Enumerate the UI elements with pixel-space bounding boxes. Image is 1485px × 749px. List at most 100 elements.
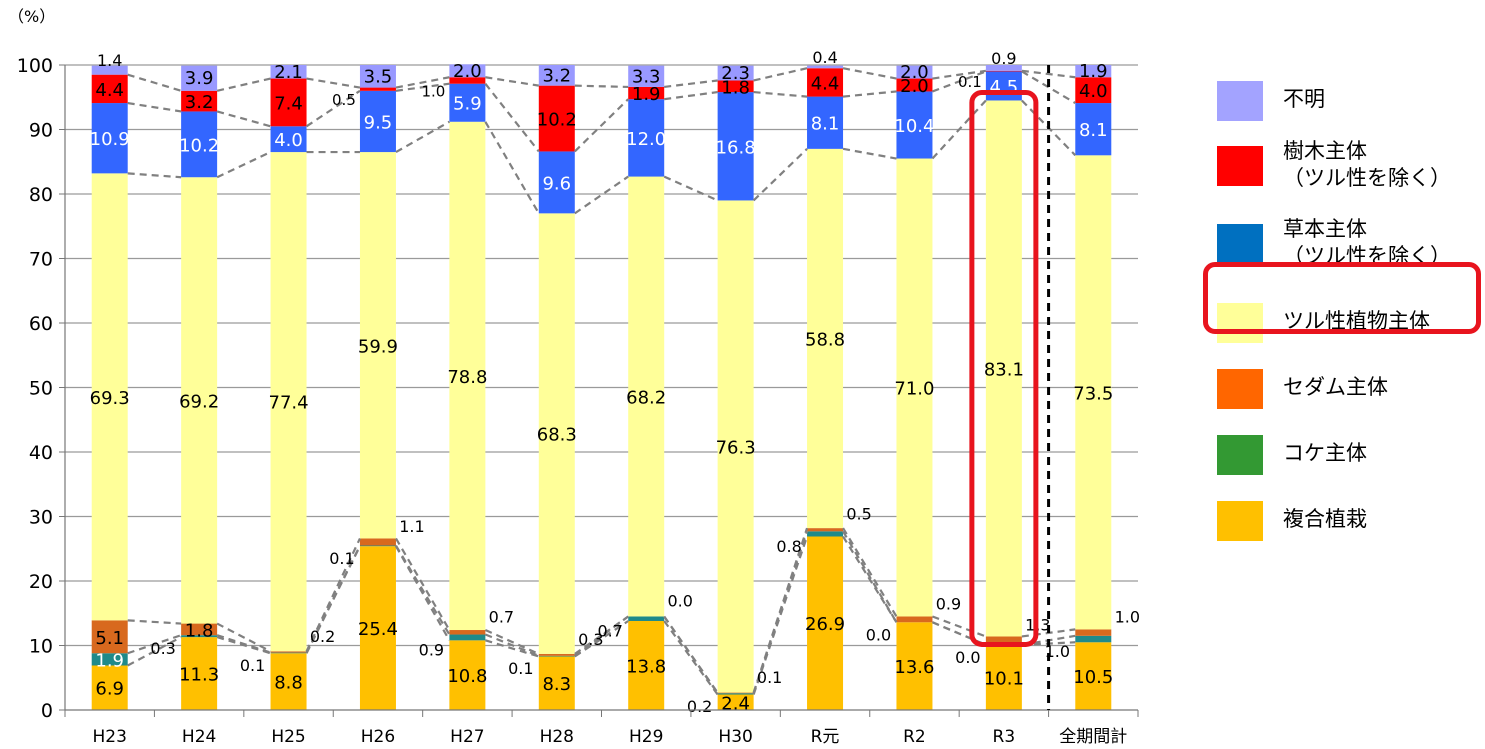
connector-line — [306, 77, 361, 89]
bar-segment — [896, 78, 933, 92]
connector-line — [216, 151, 272, 179]
connector-line — [216, 622, 272, 653]
connector-line — [1021, 70, 1076, 105]
connector-line — [574, 84, 629, 89]
y-unit-label: （%） — [8, 7, 55, 26]
connector-line — [664, 79, 718, 89]
bar-segment — [181, 637, 218, 710]
bar-segment — [270, 652, 307, 654]
data-label: 71.0 — [894, 379, 934, 400]
connector-line — [752, 527, 809, 693]
y-tick-label: 60 — [29, 313, 53, 335]
bar-segment — [449, 121, 486, 631]
bar-segment — [807, 536, 844, 710]
legend-label: 複合植栽 — [1283, 507, 1367, 531]
connector-line — [574, 620, 629, 658]
connector-line — [574, 615, 629, 655]
bar-segment — [91, 653, 128, 666]
bar-segment — [91, 173, 128, 621]
data-label: 59.9 — [358, 336, 398, 357]
connector-line — [395, 76, 450, 89]
connector-line — [484, 633, 540, 657]
highlight-frame — [969, 89, 1039, 647]
legend-swatch — [1217, 369, 1263, 409]
data-label: 4.4 — [811, 73, 840, 94]
data-label: 0.0 — [667, 591, 692, 610]
y-tick-label: 30 — [29, 507, 53, 529]
connector-line — [305, 545, 361, 654]
x-tick-label: H24 — [182, 727, 216, 747]
x-tick-label: H28 — [540, 727, 574, 747]
data-label: 2.0 — [900, 62, 929, 83]
bar-segment — [807, 96, 844, 149]
bar-segment — [985, 65, 1022, 71]
connector-line — [842, 530, 898, 623]
y-tick-label: 70 — [29, 249, 53, 271]
bar-segment — [538, 653, 575, 656]
bar-segment — [449, 83, 486, 122]
bar-segment — [181, 111, 218, 178]
bar-segment — [807, 68, 844, 97]
connector-line — [931, 99, 987, 160]
legend-swatch — [1217, 81, 1263, 121]
data-label: 10.8 — [447, 666, 487, 687]
connector-line — [663, 615, 719, 694]
connector-line — [395, 120, 450, 154]
bar-segment — [807, 65, 844, 69]
data-label: 78.8 — [447, 367, 487, 388]
bar-segment — [538, 151, 575, 214]
legend-item: 複合植栽 — [1215, 498, 1480, 564]
bar-segment — [807, 531, 844, 537]
data-label: 4.0 — [274, 130, 303, 151]
legend-highlight-frame — [1203, 262, 1481, 334]
connector-line — [842, 67, 897, 80]
data-label: 3.2 — [185, 92, 214, 113]
data-label: 69.2 — [179, 391, 219, 412]
bar-segment — [807, 528, 844, 532]
legend-label: コケ主体 — [1283, 441, 1367, 465]
bar-segment — [896, 91, 933, 159]
stacked-bar-chart: 6.91.95.169.310.94.41.411.30.31.869.210.… — [8, 7, 1140, 747]
data-label: 9.5 — [364, 112, 393, 133]
data-label: 1.0 — [1045, 642, 1070, 661]
x-tick-label: R3 — [993, 727, 1016, 747]
bar-segment — [181, 90, 218, 112]
data-label: 0.1 — [757, 668, 782, 687]
x-tick-label: R元 — [811, 727, 840, 747]
bar-segment — [91, 665, 128, 710]
connector-line — [842, 90, 897, 98]
bar-segment — [359, 545, 396, 547]
data-label: 8.1 — [1079, 120, 1108, 141]
data-label: 1.9 — [95, 650, 124, 671]
data-label: 16.8 — [716, 137, 756, 158]
bar-segment — [359, 546, 396, 710]
data-label: 10.5 — [1073, 667, 1113, 688]
data-label: 58.8 — [805, 329, 845, 350]
bar-segment — [91, 103, 128, 174]
bar-segment — [628, 620, 665, 710]
connector-line — [932, 69, 987, 80]
connector-line — [305, 537, 361, 652]
bar-segment — [449, 640, 486, 710]
connector-line — [395, 544, 451, 636]
connector-line — [127, 172, 182, 179]
bar-segment — [717, 694, 754, 710]
legend-swatch — [1217, 501, 1263, 541]
bar-segment — [717, 80, 754, 93]
data-label: 1.9 — [1079, 61, 1108, 82]
connector-line — [663, 175, 719, 202]
connector-line — [574, 98, 629, 153]
data-label: 0.9 — [991, 49, 1016, 68]
y-tick-label: 10 — [29, 636, 53, 658]
data-label: 10.4 — [894, 116, 934, 137]
data-label: 10.2 — [537, 110, 577, 131]
data-label: 5.9 — [453, 94, 482, 115]
bar-segment — [717, 92, 754, 201]
data-label: 10.1 — [984, 668, 1024, 689]
connector-line — [485, 76, 539, 87]
connector-line — [127, 619, 182, 625]
legend-item: 樹木主体 （ツル性を除く） — [1215, 139, 1480, 222]
connector-line — [484, 121, 540, 214]
data-label: 13.6 — [894, 657, 934, 678]
bar-segment — [717, 65, 754, 81]
